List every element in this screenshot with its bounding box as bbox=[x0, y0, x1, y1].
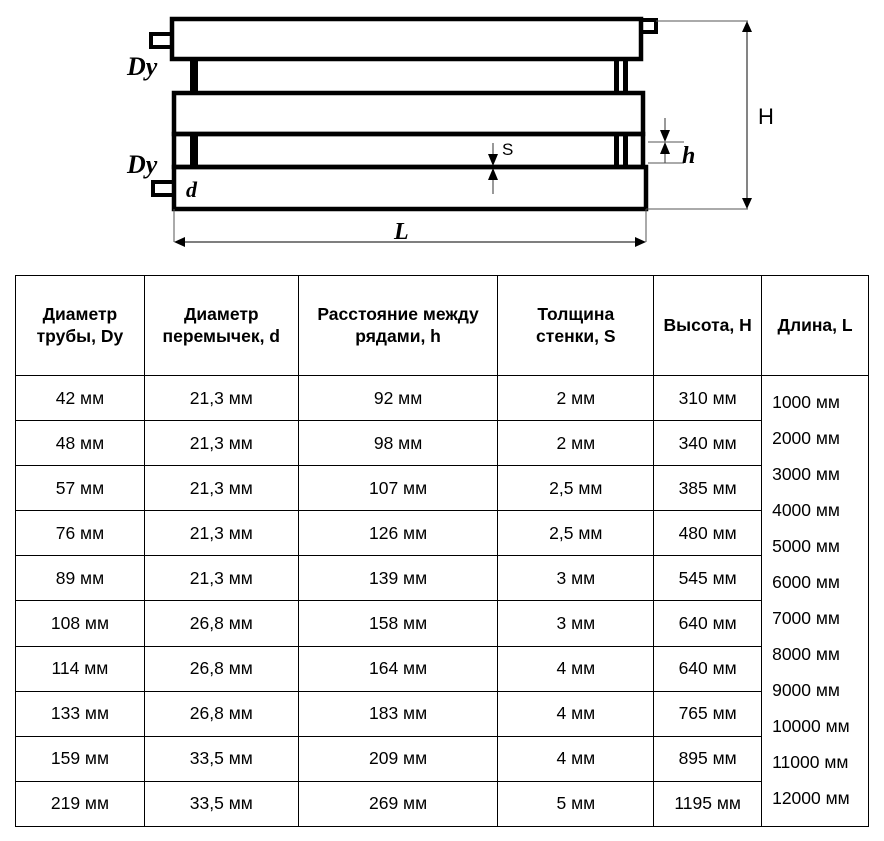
svg-text:S: S bbox=[502, 140, 513, 159]
svg-text:L: L bbox=[393, 219, 409, 245]
svg-text:d: d bbox=[186, 177, 198, 202]
svg-text:h: h bbox=[682, 143, 695, 169]
svg-text:Dy: Dy bbox=[126, 150, 158, 179]
svg-text:Dy: Dy bbox=[126, 52, 158, 81]
svg-text:H: H bbox=[758, 104, 774, 129]
